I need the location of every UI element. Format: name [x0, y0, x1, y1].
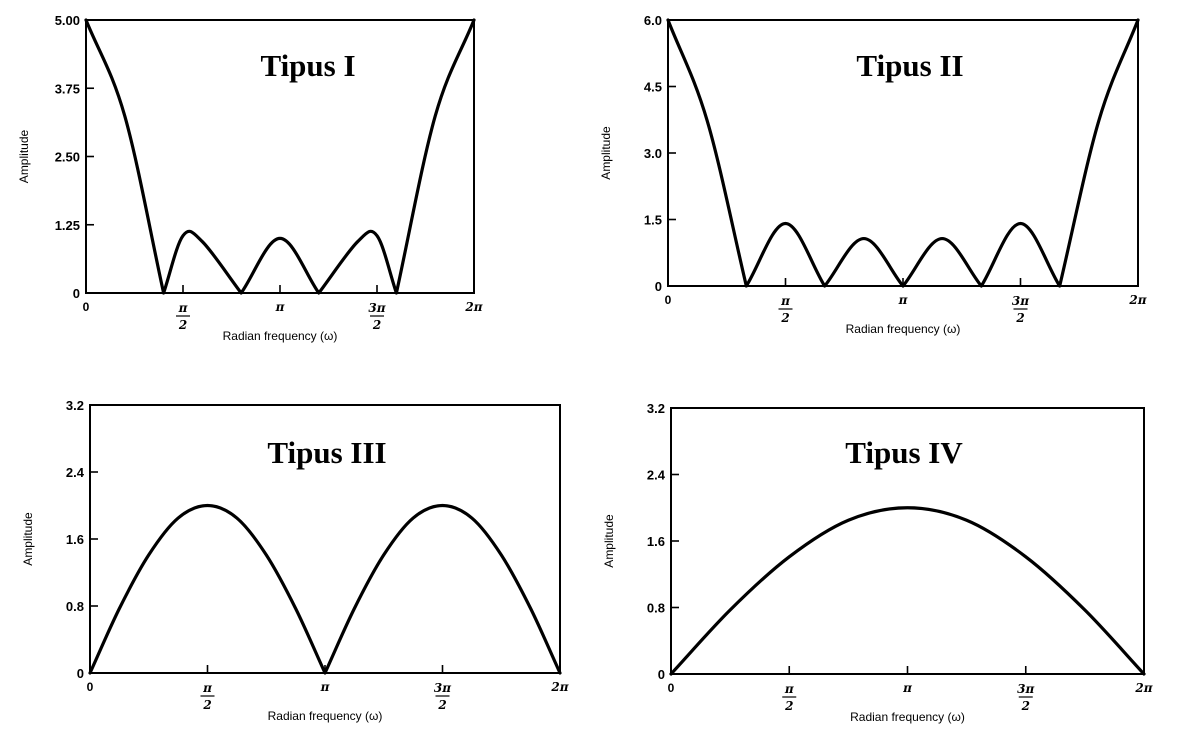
- y-tick-label: 3.2: [647, 401, 665, 416]
- y-tick-label: 1.25: [55, 218, 80, 233]
- svg-text:2: 2: [437, 698, 446, 712]
- svg-text:2: 2: [1021, 699, 1030, 713]
- x-tick-label: 2π: [464, 300, 482, 314]
- amplitude-curve: [88, 503, 562, 675]
- x-axis-title: Radian frequency (ω): [850, 710, 965, 724]
- svg-text:2: 2: [202, 698, 211, 712]
- chart-title: Tipus IV: [845, 435, 963, 470]
- svg-text:π: π: [178, 301, 188, 315]
- x-tick-label: π2: [200, 681, 215, 712]
- svg-text:π: π: [202, 681, 212, 695]
- x-tick-label: 3π2: [368, 301, 385, 332]
- svg-text:3π: 3π: [434, 681, 451, 695]
- x-tick-label: π: [320, 680, 330, 694]
- y-tick-label: 1.6: [66, 532, 84, 547]
- x-tick-label: 2π: [1128, 293, 1146, 307]
- x-tick-label: 0: [87, 680, 94, 694]
- chart-title: Tipus I: [260, 48, 355, 83]
- chart-title: Tipus III: [267, 435, 386, 470]
- y-axis-title: Amplitude: [602, 514, 616, 568]
- svg-text:π: π: [780, 294, 790, 308]
- y-tick-label: 2.50: [55, 150, 80, 165]
- x-axis-title: Radian frequency (ω): [268, 709, 383, 723]
- y-tick-label: 3.2: [66, 398, 84, 413]
- x-tick-label: 2π: [550, 680, 568, 694]
- amplitude-curve: [84, 18, 476, 295]
- x-tick-label: π2: [778, 294, 793, 325]
- y-tick-label: 0: [77, 666, 84, 681]
- x-axis-title: Radian frequency (ω): [846, 322, 961, 336]
- x-tick-label: 3π2: [1012, 294, 1029, 325]
- chart-title: Tipus II: [856, 48, 963, 83]
- x-axis-title: Radian frequency (ω): [223, 329, 338, 343]
- x-tick-label: 0: [668, 681, 675, 695]
- x-tick-label: π2: [782, 682, 797, 713]
- y-axis-title: Amplitude: [17, 130, 31, 184]
- svg-text:π: π: [784, 682, 794, 696]
- svg-text:3π: 3π: [1017, 682, 1034, 696]
- y-tick-label: 0: [73, 286, 80, 301]
- x-tick-label: π: [902, 681, 912, 695]
- y-tick-label: 3.0: [644, 146, 662, 161]
- y-tick-label: 0.8: [647, 601, 665, 616]
- amplitude-curve: [666, 18, 1140, 288]
- svg-text:2: 2: [372, 318, 381, 332]
- y-tick-label: 3.75: [55, 81, 80, 96]
- y-tick-label: 5.00: [55, 13, 80, 28]
- y-tick-label: 1.5: [644, 213, 662, 228]
- y-tick-label: 4.5: [644, 80, 662, 95]
- x-tick-label: π: [275, 300, 285, 314]
- y-tick-label: 0: [658, 667, 665, 682]
- amplitude-curve: [669, 506, 1146, 676]
- y-tick-label: 1.6: [647, 534, 665, 549]
- svg-text:2: 2: [178, 318, 187, 332]
- x-tick-label: 2π: [1134, 681, 1152, 695]
- svg-text:2: 2: [784, 699, 793, 713]
- y-tick-label: 0: [655, 279, 662, 294]
- svg-text:3π: 3π: [368, 301, 385, 315]
- x-tick-label: π: [898, 293, 908, 307]
- svg-text:2: 2: [780, 311, 789, 325]
- y-tick-label: 0.8: [66, 599, 84, 614]
- x-tick-label: 3π2: [1017, 682, 1034, 713]
- x-tick-label: 0: [83, 300, 90, 314]
- y-axis-title: Amplitude: [21, 512, 35, 566]
- y-tick-label: 2.4: [66, 465, 85, 480]
- y-tick-label: 6.0: [644, 13, 662, 28]
- svg-text:2: 2: [1015, 311, 1024, 325]
- y-tick-label: 2.4: [647, 468, 666, 483]
- x-tick-label: π2: [176, 301, 190, 332]
- x-tick-label: 3π2: [434, 681, 451, 712]
- svg-text:3π: 3π: [1012, 294, 1029, 308]
- x-tick-label: 0: [665, 293, 672, 307]
- y-axis-title: Amplitude: [599, 126, 613, 180]
